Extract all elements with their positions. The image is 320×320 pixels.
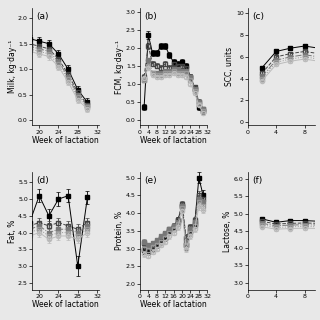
X-axis label: Week of lactation: Week of lactation <box>32 136 99 145</box>
Text: (e): (e) <box>145 176 157 185</box>
Y-axis label: Milk, kg·day⁻¹: Milk, kg·day⁻¹ <box>8 40 17 93</box>
Y-axis label: Lactose, %: Lactose, % <box>223 210 232 252</box>
Text: (a): (a) <box>37 12 49 20</box>
Text: (b): (b) <box>145 12 157 20</box>
Y-axis label: Protein, %: Protein, % <box>116 212 124 251</box>
Y-axis label: FCM, kg·day⁻¹: FCM, kg·day⁻¹ <box>116 40 124 94</box>
X-axis label: Week of lactation: Week of lactation <box>140 136 207 145</box>
X-axis label: Week of lactation: Week of lactation <box>32 300 99 309</box>
Text: (d): (d) <box>37 176 50 185</box>
Y-axis label: SCC, units: SCC, units <box>226 47 235 86</box>
X-axis label: Week of lactation: Week of lactation <box>140 300 207 309</box>
Text: (c): (c) <box>252 12 265 20</box>
Y-axis label: Fat, %: Fat, % <box>8 219 17 243</box>
Text: (f): (f) <box>252 176 263 185</box>
